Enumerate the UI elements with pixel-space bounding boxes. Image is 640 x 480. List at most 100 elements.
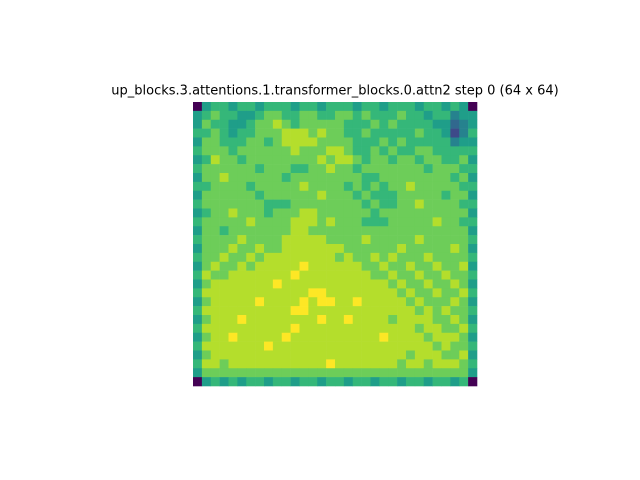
heatmap-cell xyxy=(361,119,371,129)
heatmap-cell xyxy=(370,332,380,342)
heatmap-cell xyxy=(246,306,256,316)
heatmap-cell xyxy=(379,288,389,298)
heatmap-cell xyxy=(459,279,469,289)
heatmap-cell xyxy=(352,235,362,245)
heatmap-cell xyxy=(193,279,203,289)
heatmap-cell xyxy=(468,359,478,369)
heatmap-cell xyxy=(352,128,362,138)
heatmap-cell xyxy=(379,368,389,378)
heatmap-cell xyxy=(193,164,203,174)
heatmap-cell xyxy=(193,341,203,351)
heatmap-cell xyxy=(299,119,309,129)
heatmap-cell xyxy=(432,199,442,209)
heatmap-cell xyxy=(281,208,291,218)
heatmap-cell xyxy=(388,261,398,271)
heatmap-cell xyxy=(343,279,354,289)
heatmap-cell xyxy=(308,110,318,121)
heatmap-cell xyxy=(335,173,345,183)
heatmap-cell xyxy=(210,181,220,192)
heatmap-cell xyxy=(468,181,478,192)
heatmap-cell xyxy=(281,315,291,325)
heatmap-cell xyxy=(468,323,478,334)
heatmap-cell xyxy=(450,146,460,156)
heatmap-cell xyxy=(343,332,354,342)
heatmap-cell xyxy=(281,217,291,227)
heatmap-cell xyxy=(193,350,203,360)
heatmap-cell xyxy=(370,306,380,316)
heatmap-cell xyxy=(210,235,220,245)
heatmap-cell xyxy=(335,323,345,334)
heatmap-cell xyxy=(361,306,371,316)
heatmap-cell xyxy=(388,102,398,112)
heatmap-cell xyxy=(406,288,416,298)
heatmap-cell xyxy=(272,261,283,271)
heatmap-cell xyxy=(201,102,212,112)
heatmap-cell xyxy=(459,173,469,183)
heatmap-cell xyxy=(317,173,327,183)
heatmap-cell xyxy=(237,119,247,129)
heatmap-cell xyxy=(414,146,425,156)
heatmap-cell xyxy=(201,252,212,263)
heatmap-cell xyxy=(308,306,318,316)
heatmap-cell xyxy=(246,199,256,209)
heatmap-cell xyxy=(237,306,247,316)
heatmap-cell xyxy=(370,368,380,378)
heatmap-cell xyxy=(264,350,274,360)
heatmap-cell xyxy=(343,270,354,280)
heatmap-cell xyxy=(237,102,247,112)
heatmap-cell xyxy=(237,315,247,325)
heatmap-cell xyxy=(317,190,327,200)
heatmap-cell xyxy=(343,252,354,263)
heatmap-cell xyxy=(370,155,380,165)
heatmap-cell xyxy=(228,332,238,342)
heatmap-cell xyxy=(317,359,327,369)
heatmap-cell xyxy=(432,350,442,360)
heatmap-cell xyxy=(317,146,327,156)
heatmap-cell xyxy=(219,164,229,174)
heatmap-cell xyxy=(450,208,460,218)
heatmap-cell xyxy=(432,332,442,342)
heatmap-cell xyxy=(441,128,451,138)
heatmap-cell xyxy=(379,137,389,147)
heatmap-cell xyxy=(414,279,425,289)
heatmap-cell xyxy=(326,315,336,325)
heatmap-cell xyxy=(201,208,212,218)
heatmap-cell xyxy=(193,102,203,112)
heatmap-cell xyxy=(272,359,283,369)
heatmap-cell xyxy=(299,377,309,387)
heatmap-cell xyxy=(414,377,425,387)
heatmap-cell xyxy=(193,306,203,316)
heatmap-cell xyxy=(423,164,433,174)
heatmap-cell xyxy=(326,323,336,334)
heatmap-cell xyxy=(468,288,478,298)
heatmap-cell xyxy=(432,261,442,271)
heatmap-cell xyxy=(450,279,460,289)
heatmap-cell xyxy=(343,341,354,351)
heatmap-cell xyxy=(441,332,451,342)
heatmap-cell xyxy=(281,359,291,369)
heatmap-cell xyxy=(281,235,291,245)
heatmap-cell xyxy=(343,226,354,236)
heatmap-cell xyxy=(361,128,371,138)
heatmap-cell xyxy=(264,252,274,263)
heatmap-cell xyxy=(228,377,238,387)
heatmap-cell xyxy=(299,217,309,227)
heatmap-cell xyxy=(397,235,407,245)
heatmap-cell xyxy=(361,164,371,174)
heatmap-cell xyxy=(335,297,345,307)
heatmap-cell xyxy=(272,323,283,334)
heatmap-cell xyxy=(423,288,433,298)
heatmap-cell xyxy=(397,155,407,165)
heatmap-cell xyxy=(352,252,362,263)
heatmap-cell xyxy=(406,235,416,245)
heatmap-cell xyxy=(379,181,389,192)
heatmap-cell xyxy=(193,181,203,192)
heatmap-cell xyxy=(264,341,274,351)
heatmap-cell xyxy=(423,146,433,156)
heatmap-cell xyxy=(255,350,265,360)
heatmap-cell xyxy=(317,270,327,280)
heatmap-cell xyxy=(406,377,416,387)
heatmap-cell xyxy=(361,332,371,342)
heatmap-cell xyxy=(299,244,309,254)
heatmap-cell xyxy=(326,208,336,218)
